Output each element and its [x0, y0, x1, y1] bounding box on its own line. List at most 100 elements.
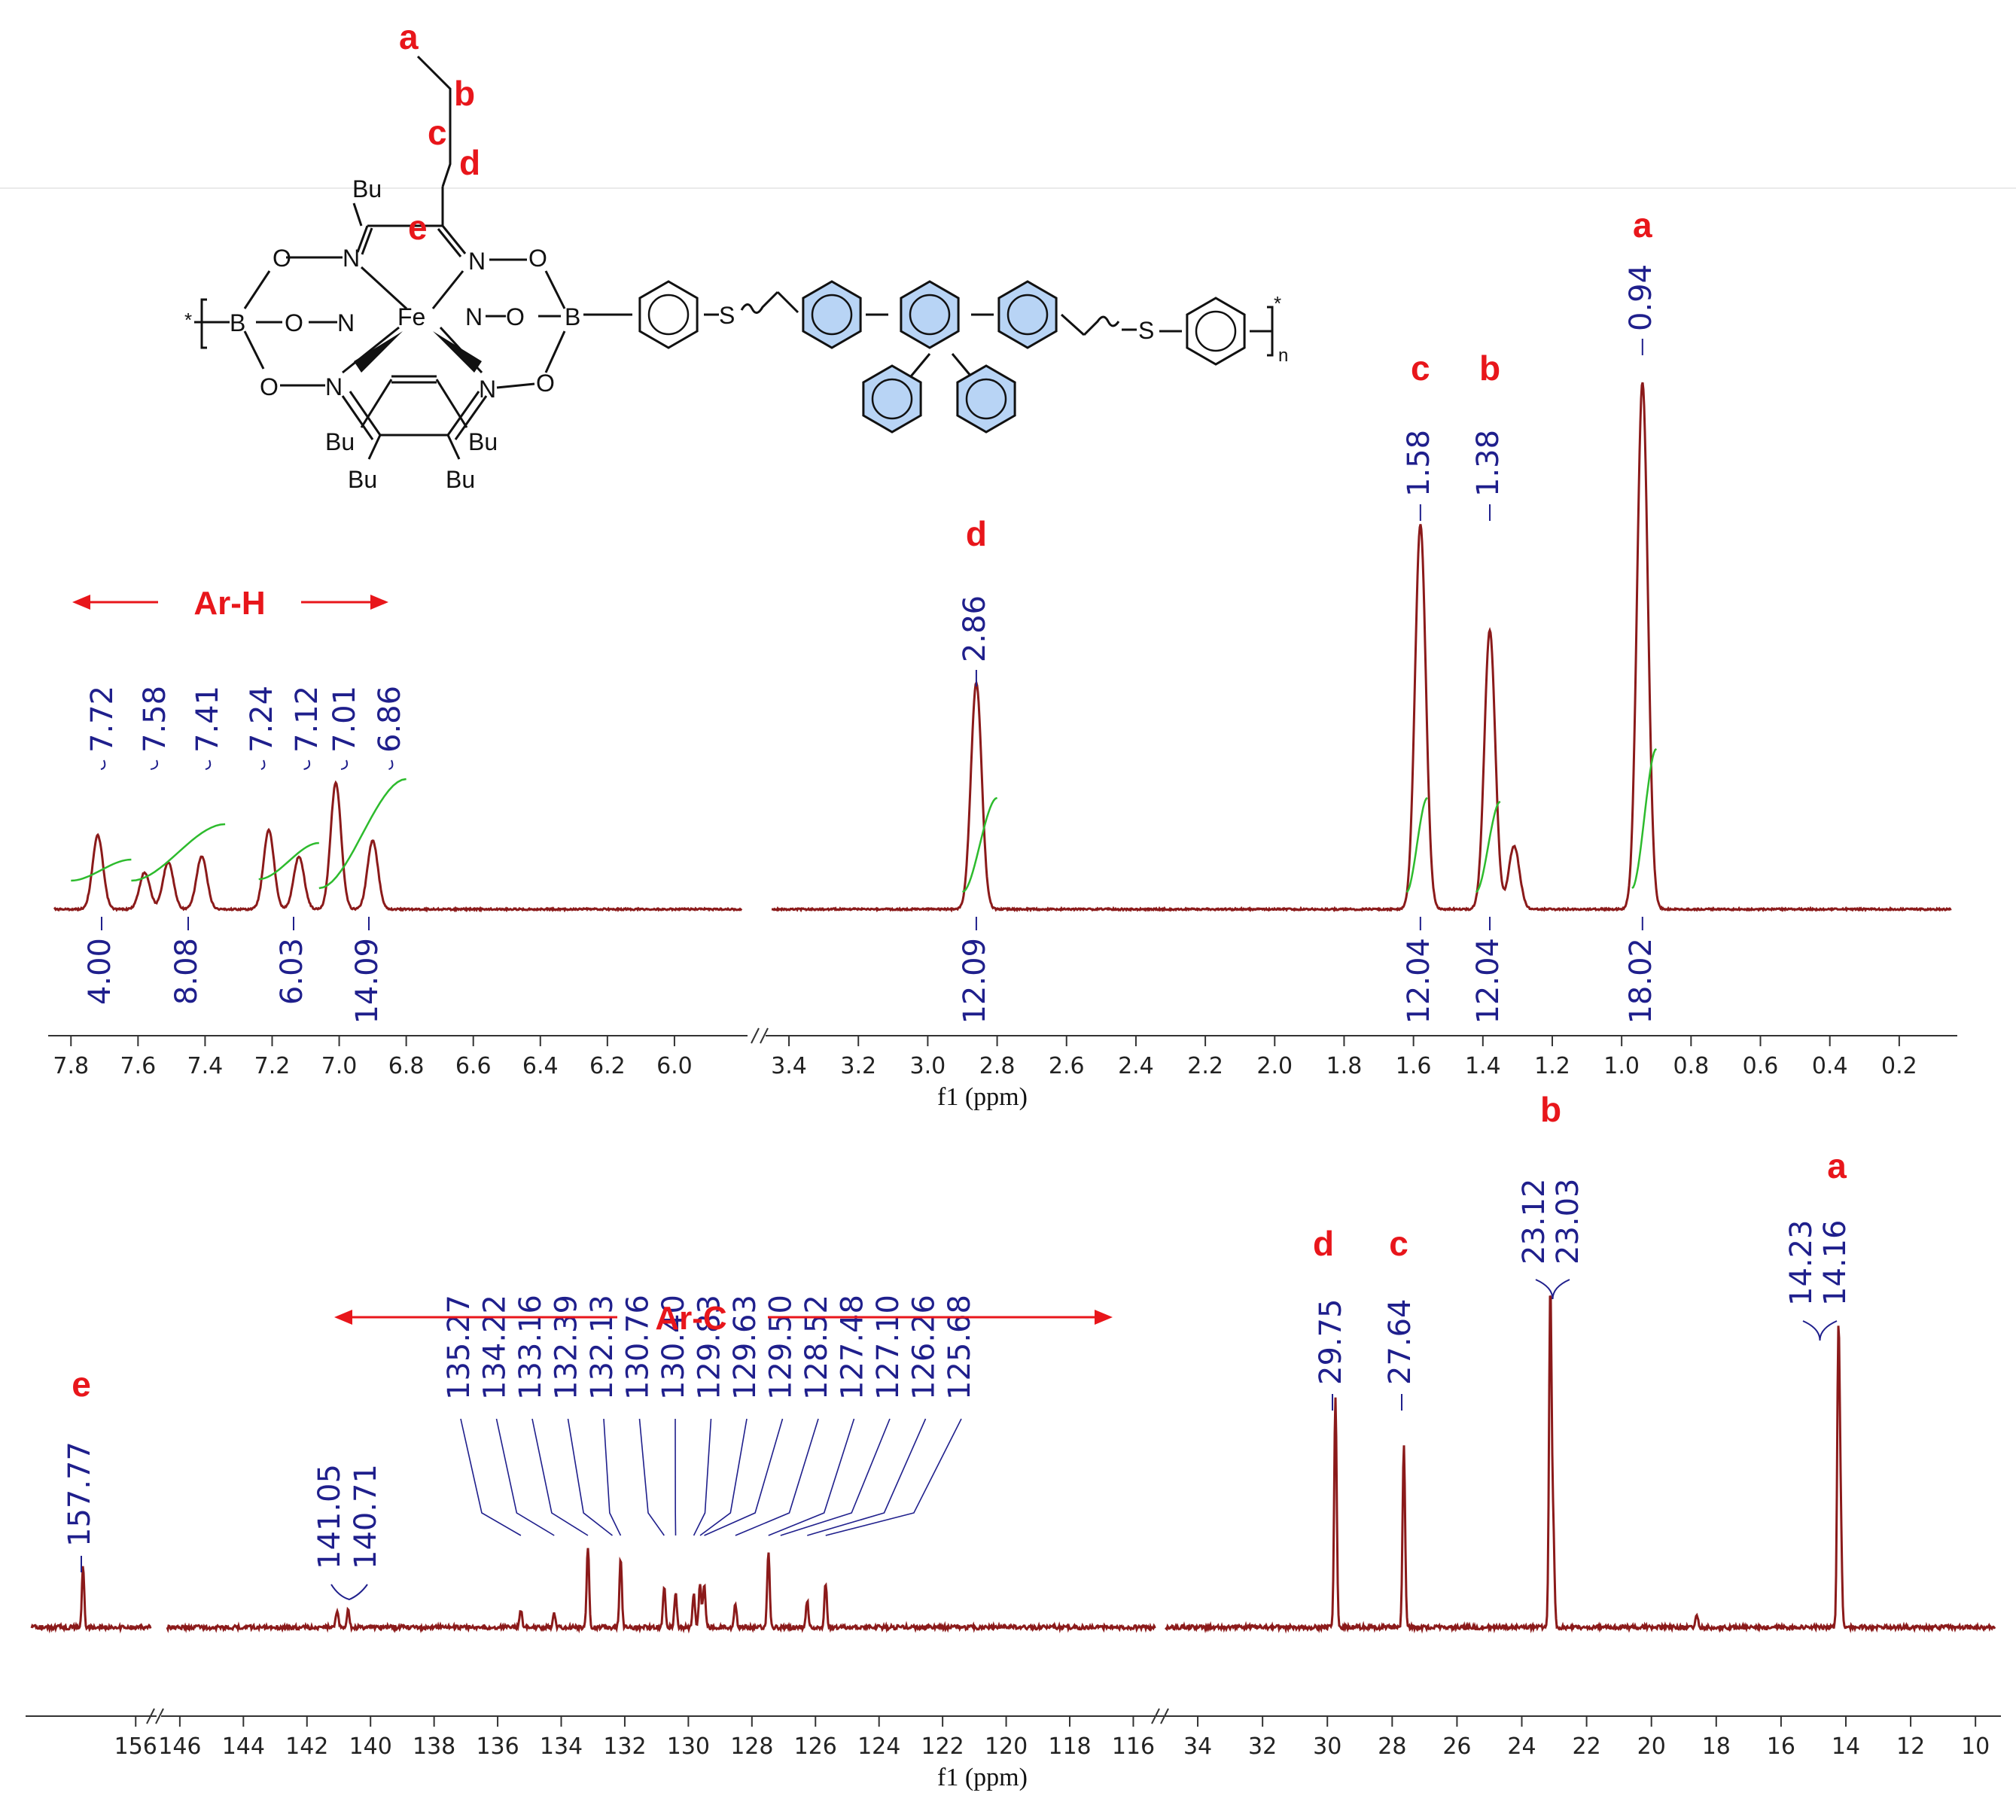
c-nmr-peak-label: 130.40: [656, 1295, 691, 1400]
h-nmr-assignment-a: a: [1633, 205, 1652, 245]
h-nmr-peak-label: 1.58: [1402, 430, 1436, 497]
bracket-right: [1267, 306, 1274, 357]
bond-bu-lower-3: [360, 379, 393, 428]
ring-phenyl-3: [997, 280, 1058, 349]
c-nmr-tick-label: 32: [1248, 1733, 1277, 1760]
ring-phenyl-center: [900, 280, 960, 349]
h-nmr-integral-curve: [258, 842, 319, 881]
h-nmr-integral-value: 12.04: [1402, 938, 1436, 1024]
h-nmr-tick-label: 1.8: [1326, 1053, 1363, 1079]
c-nmr-peak-label-leader: [807, 1418, 927, 1536]
h-nmr-tick-label: 1.4: [1465, 1053, 1501, 1079]
h-nmr-peak-label-tick: [100, 759, 106, 770]
atom-o-2: O: [528, 245, 547, 272]
h-nmr-integral-value: 12.04: [1471, 938, 1506, 1024]
ring-phenyl-end-inner: [1195, 310, 1237, 352]
c-nmr-peak-label-leader: [704, 1418, 784, 1536]
chain-label-e: e: [408, 208, 428, 247]
h-nmr-integral-value: 8.08: [169, 938, 204, 1005]
c-nmr-peak-label: 141.05: [312, 1464, 347, 1569]
c-nmr-pair-bracket: [1535, 1279, 1570, 1300]
bu-label-1: Bu: [325, 428, 355, 455]
h-nmr-integral-value: 12.09: [958, 938, 992, 1024]
c-nmr-tick-label: 18: [1702, 1733, 1731, 1760]
h-nmr-integral-curve: [71, 858, 132, 882]
h-nmr-tick-label: 6.6: [455, 1053, 492, 1079]
h-nmr-peak-label: 6.86: [373, 686, 407, 753]
bracket-left: [200, 298, 207, 349]
chain-label-b: b: [454, 74, 475, 113]
atom-o-6: O: [536, 370, 555, 397]
bond-vinyl-2: [1060, 313, 1086, 336]
c-nmr-peak-label: 130.76: [621, 1295, 656, 1400]
bond-c-n-right-2: [437, 228, 462, 257]
atom-n-3: N: [337, 309, 355, 336]
c-nmr-pair-bracket: [330, 1584, 368, 1601]
c-nmr-pair-bracket: [1802, 1320, 1838, 1341]
bond-n-o-bot-right: [496, 382, 535, 389]
h-nmr-tick-label: 6.2: [589, 1053, 626, 1079]
c-nmr-tick-label: 128: [730, 1733, 773, 1760]
ring-phenyl-2-inner: [811, 294, 853, 336]
h-nmr-tick-label: 7.6: [120, 1053, 156, 1079]
atom-s-1: S: [719, 302, 735, 329]
h-nmr-trace-segment-1: [53, 780, 743, 913]
bond-lower-1b: [341, 395, 374, 440]
ar-h-arrowhead-right: [370, 595, 388, 610]
h-nmr-integral-value: 14.09: [350, 938, 385, 1024]
h-nmr-tick-label: 6.0: [656, 1053, 693, 1079]
ring-phenyl-2: [802, 280, 862, 349]
bond-b-o-3: [544, 270, 566, 309]
c-nmr-peak-label: 127.48: [836, 1295, 870, 1400]
atom-o-5: O: [260, 373, 279, 400]
polymer-star-right: *: [1274, 292, 1281, 315]
ar-c-arrowhead-right: [1095, 1310, 1113, 1325]
bond-b-o-4: [544, 330, 566, 373]
atom-n-5: N: [325, 373, 343, 400]
h-nmr-integral-value: 18.02: [1624, 938, 1658, 1024]
c-nmr-tick-label: 120: [985, 1733, 1028, 1760]
c-nmr-axis-break-1b: [155, 1708, 164, 1724]
c-nmr-tick-label: 12: [1896, 1733, 1925, 1760]
h-nmr-assignment-c: c: [1411, 348, 1430, 388]
c-nmr-tick-label: 118: [1048, 1733, 1091, 1760]
bond-ph-down-1: [909, 353, 931, 377]
h-nmr-x-axis-label: f1 (ppm): [937, 1083, 1028, 1111]
h-nmr-peak-label: 7.41: [190, 686, 225, 753]
c-nmr-tick-label: 146: [158, 1733, 201, 1760]
aromatic-rings: [638, 280, 1246, 434]
h-nmr-tick-label: 2.8: [979, 1053, 1016, 1079]
h-nmr-integral-curve: [962, 796, 998, 893]
h-nmr-tick-label: 0.2: [1881, 1053, 1917, 1079]
c-nmr-peak-label: 128.52: [799, 1295, 834, 1400]
h-nmr-trace-segment-2: [772, 382, 1952, 913]
c-nmr-peak-label: 14.23: [1784, 1219, 1819, 1306]
c-nmr-assignment-e: e: [72, 1365, 91, 1404]
h-nmr-tick-label: 3.4: [771, 1053, 807, 1079]
c-nmr-peak-label: 157.77: [62, 1441, 97, 1547]
bond-fe-n-2: [431, 270, 464, 309]
h-nmr-assignment-b: b: [1479, 348, 1500, 388]
c-nmr-tick-label: 10: [1961, 1733, 1990, 1760]
h-nmr-tick-label: 0.8: [1673, 1053, 1709, 1079]
c-nmr-peak-label: 27.64: [1383, 1298, 1418, 1385]
polymer-n: n: [1278, 345, 1288, 366]
h-nmr-peak-label: 0.94: [1624, 264, 1658, 331]
c-nmr-peak-label-leader: [735, 1418, 819, 1536]
c-nmr-tick-label: 16: [1767, 1733, 1795, 1760]
c-nmr-peak-label: 23.03: [1551, 1178, 1585, 1265]
c-nmr-tick-label: 132: [603, 1733, 646, 1760]
c-nmr-tick-label: 124: [857, 1733, 900, 1760]
c-nmr-peak-label: 126.26: [907, 1295, 942, 1400]
h-nmr-assignment-d: d: [966, 514, 987, 553]
bond-s-wavy: [740, 291, 779, 314]
c-nmr-trace-segment-1: [30, 1566, 152, 1634]
c-nmr-peak-label-leader: [531, 1418, 589, 1536]
c-nmr-tick-label: 28: [1378, 1733, 1406, 1760]
h-nmr-tick-label: 3.2: [840, 1053, 876, 1079]
h-nmr-peak-label-tick: [388, 759, 394, 770]
c-nmr-axis-break-2a: [1151, 1708, 1160, 1724]
chain-assignment-labels: a b c d e: [399, 17, 480, 247]
c-nmr-peak-label-leader: [495, 1418, 555, 1536]
c-nmr-peak-label: 135.27: [442, 1295, 477, 1400]
